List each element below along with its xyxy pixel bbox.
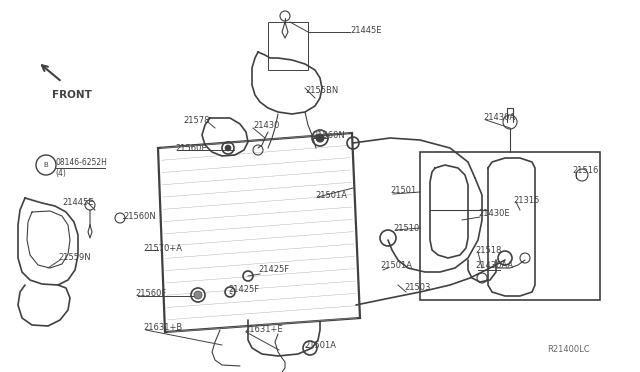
Text: 2155BN: 2155BN <box>305 86 339 94</box>
Text: 21631+E: 21631+E <box>244 326 283 334</box>
Circle shape <box>316 134 324 142</box>
Text: 21578: 21578 <box>183 115 209 125</box>
Text: 21518: 21518 <box>475 246 501 254</box>
Circle shape <box>194 291 202 299</box>
Text: 21501: 21501 <box>390 186 416 195</box>
Text: B: B <box>44 162 49 168</box>
Text: 21425F: 21425F <box>258 266 289 275</box>
Text: 21570+A: 21570+A <box>143 244 182 253</box>
Text: 21501A: 21501A <box>304 340 336 350</box>
Text: 21445E: 21445E <box>350 26 381 35</box>
Text: 21560N: 21560N <box>123 212 156 221</box>
Text: FRONT: FRONT <box>52 90 92 100</box>
Circle shape <box>225 145 231 151</box>
Text: 21501A: 21501A <box>315 190 347 199</box>
Text: 21510: 21510 <box>393 224 419 232</box>
Bar <box>420 152 600 300</box>
Text: 21501A: 21501A <box>380 262 412 270</box>
Text: 21516: 21516 <box>572 166 598 174</box>
Text: 21560E: 21560E <box>175 144 207 153</box>
Text: 21430AA: 21430AA <box>475 260 513 269</box>
Text: 21631+B: 21631+B <box>143 324 182 333</box>
Text: 21430: 21430 <box>253 121 280 129</box>
Text: (4): (4) <box>55 169 66 177</box>
Text: 21430E: 21430E <box>478 208 509 218</box>
Bar <box>268 22 308 70</box>
Text: 21559N: 21559N <box>58 253 91 263</box>
Text: R21400LC: R21400LC <box>547 346 590 355</box>
Text: 08146-6252H: 08146-6252H <box>55 157 107 167</box>
Text: 21430A: 21430A <box>483 112 515 122</box>
Text: 21560N: 21560N <box>312 131 345 140</box>
Text: 21425F: 21425F <box>228 285 259 295</box>
Text: 21503: 21503 <box>404 283 430 292</box>
Text: 21315: 21315 <box>513 196 540 205</box>
Text: 21560F: 21560F <box>135 289 166 298</box>
Text: 21445E: 21445E <box>62 198 93 206</box>
